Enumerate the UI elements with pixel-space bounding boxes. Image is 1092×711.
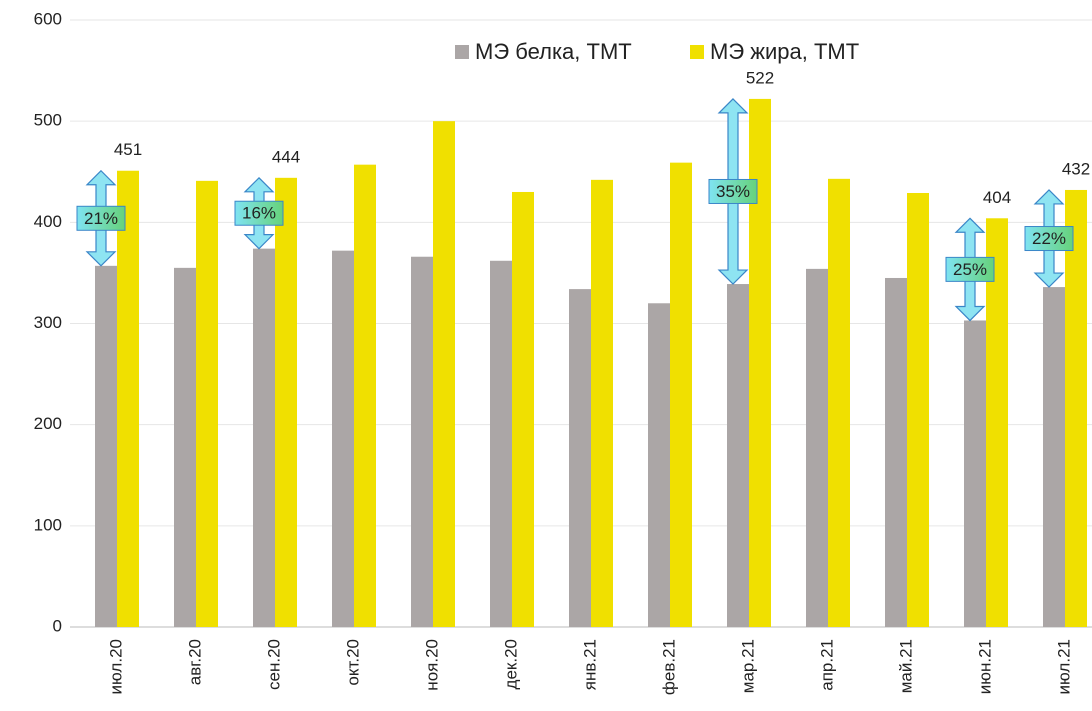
y-tick-label: 200 (34, 414, 62, 433)
annotation-box (945, 256, 995, 282)
annotation-text: 22% (1032, 229, 1066, 248)
bar (806, 268, 828, 627)
x-tick-label: мар.21 (738, 639, 757, 693)
x-tick-label: май.21 (896, 639, 915, 693)
y-tick-label: 0 (53, 616, 62, 635)
bar (117, 170, 139, 627)
y-tick-label: 100 (34, 515, 62, 534)
bar (907, 192, 929, 627)
bar (885, 277, 907, 627)
annotation-box (76, 205, 126, 231)
legend-label: МЭ жира, ТМТ (710, 39, 859, 64)
bar (433, 121, 455, 628)
annotation-text: 16% (242, 204, 276, 223)
y-tick-label: 400 (34, 212, 62, 231)
annotation-text: 25% (953, 260, 987, 279)
bar (95, 265, 117, 627)
x-tick-label: июл.20 (106, 639, 125, 694)
value-label: 432 (1062, 159, 1090, 178)
legend-swatch (690, 45, 704, 59)
bar (354, 164, 376, 627)
x-tick-label: фев.21 (659, 639, 678, 695)
value-label: 522 (746, 68, 774, 87)
bar (569, 289, 591, 627)
x-tick-label: апр.21 (817, 639, 836, 691)
x-tick-label: сен.20 (264, 639, 283, 690)
bar (332, 250, 354, 627)
bar (749, 98, 771, 627)
bar (1043, 287, 1065, 627)
y-tick-label: 300 (34, 313, 62, 332)
x-tick-label: янв.21 (580, 639, 599, 690)
legend-swatch (455, 45, 469, 59)
value-label: 451 (114, 140, 142, 159)
legend-label: МЭ белка, ТМТ (475, 39, 632, 64)
x-tick-label: дек.20 (501, 639, 520, 689)
x-tick-label: ноя.20 (422, 639, 441, 691)
bar (490, 260, 512, 627)
bar (591, 179, 613, 628)
value-label: 444 (272, 147, 300, 166)
value-label: 404 (983, 188, 1011, 207)
bar (1065, 189, 1087, 627)
bar (174, 267, 196, 627)
bar (670, 162, 692, 627)
annotation-box (234, 200, 284, 226)
bar (648, 303, 670, 627)
bar (727, 284, 749, 627)
bar (196, 180, 218, 628)
bar (253, 248, 275, 628)
bar (512, 191, 534, 627)
y-tick-label: 600 (34, 9, 62, 28)
bar (411, 256, 433, 627)
annotation-box (708, 178, 758, 204)
x-tick-label: авг.20 (185, 639, 204, 685)
annotation-text: 21% (84, 209, 118, 228)
bar (986, 218, 1008, 627)
annotation-box (1024, 226, 1074, 252)
bar (964, 320, 986, 627)
x-tick-label: июн.21 (975, 639, 994, 694)
x-tick-label: июл.21 (1054, 639, 1073, 694)
bar (275, 177, 297, 627)
x-tick-label: окт.20 (343, 639, 362, 686)
annotation-text: 35% (716, 182, 750, 201)
bar (828, 178, 850, 627)
y-tick-label: 500 (34, 111, 62, 130)
